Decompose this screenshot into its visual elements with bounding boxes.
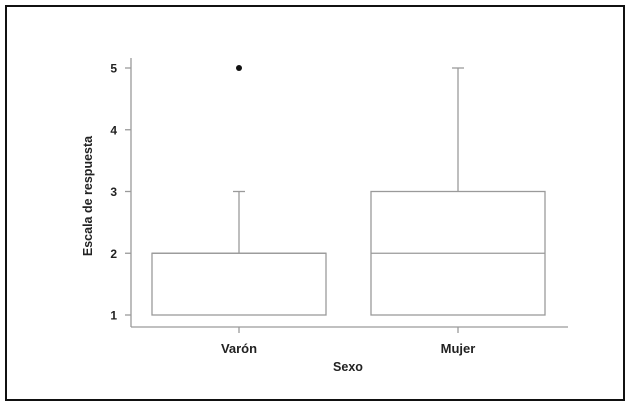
x-category-label: Mujer (441, 341, 476, 356)
y-tick-label: 3 (110, 185, 117, 199)
y-tick-label: 2 (110, 247, 117, 261)
outlier-point (236, 65, 242, 71)
x-category-label: Varón (221, 341, 257, 356)
y-tick-label: 4 (110, 123, 117, 137)
y-axis-title: Escala de respuesta (81, 135, 95, 256)
box-iqr (151, 252, 327, 316)
y-tick-label: 5 (110, 62, 117, 76)
y-tick-label: 1 (110, 309, 117, 323)
x-axis-title: Sexo (333, 360, 363, 374)
